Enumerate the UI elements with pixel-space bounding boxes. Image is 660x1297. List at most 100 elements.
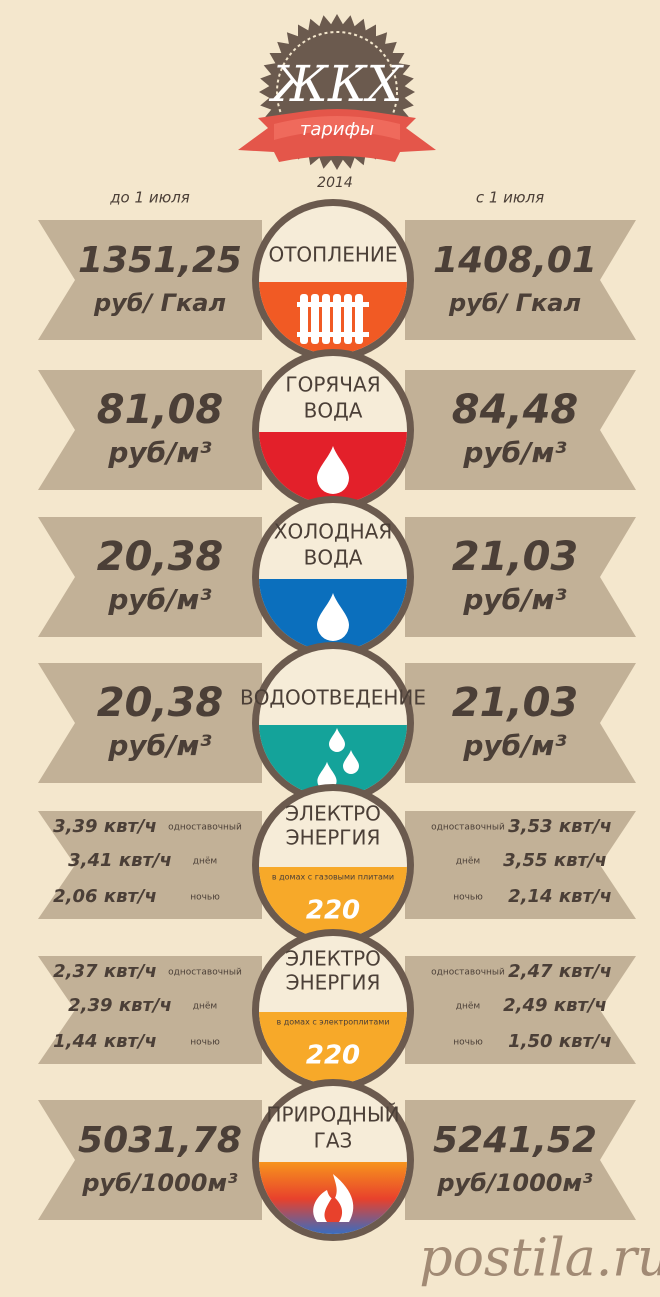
tariff-type: одноставочный: [431, 968, 505, 978]
unit-after: руб/м³: [462, 729, 566, 762]
flame-icon: [324, 1196, 343, 1222]
rows: ОТОПЛЕНИЕ 1351,25 руб/ Гкал 1408,01 руб/ Гка…: [38, 199, 636, 1241]
unit-before: руб/м³: [107, 729, 211, 762]
left-banner: [38, 956, 262, 1064]
left-banner: [38, 220, 262, 340]
utility-label: ХОЛОДНАЯ: [274, 520, 392, 544]
note: в домах с газовыми плитами: [272, 873, 394, 882]
tariff-type: днём: [456, 857, 480, 867]
utility-label: ГОРЯЧАЯ: [285, 373, 380, 397]
tariff-value: 2,49 квт/ч: [503, 995, 607, 1016]
right-heading: с 1 июля: [476, 189, 544, 207]
left-banner: [38, 370, 262, 490]
left-heading: до 1 июля: [109, 189, 190, 207]
right-banner: [405, 1100, 636, 1220]
price-before: 20,38: [97, 680, 224, 726]
note: в домах с электроплитами: [276, 1018, 389, 1027]
tariff-value: 2,06 квт/ч: [53, 886, 157, 907]
tariff-type: днём: [193, 1002, 217, 1012]
tariff-type: одноставочный: [168, 823, 242, 833]
flame-icon: [313, 1174, 354, 1222]
unit-before: руб/ Гкал: [93, 289, 226, 317]
right-banner: [405, 663, 636, 783]
drop-icon: [329, 728, 345, 752]
year: 2014: [317, 175, 353, 191]
right-banner: [405, 220, 636, 340]
tariff-type: одноставочный: [168, 968, 242, 978]
price-before: 81,08: [97, 387, 224, 433]
unit-after: руб/ Гкал: [448, 289, 581, 317]
right-banner: [405, 811, 636, 919]
ribbon-front: [274, 116, 400, 140]
utility-label: ЭНЕРГИЯ: [286, 971, 381, 995]
price-after: 21,03: [452, 534, 579, 580]
badge-ring: [276, 31, 398, 153]
tariff-value: 2,47 квт/ч: [508, 961, 612, 982]
price-after: 21,03: [452, 680, 579, 726]
right-banner: [405, 370, 636, 490]
tariff-value: 1,44 квт/ч: [53, 1031, 157, 1052]
utility-label: ЭНЕРГИЯ: [286, 826, 381, 850]
price-before: 20,38: [97, 534, 224, 580]
tariff-type: ночью: [453, 1038, 483, 1048]
utility-label: ЭЛЕКТРО: [285, 802, 381, 826]
badge: ЖКХ тарифы: [238, 14, 436, 170]
unit-before: руб/м³: [107, 583, 211, 616]
tariff-type: одноставочный: [431, 823, 505, 833]
voltage-badge: 220: [306, 896, 360, 926]
ribbon-text: тарифы: [300, 119, 374, 140]
watermark: postila.ru: [419, 1229, 660, 1289]
tariff-value: 3,55 квт/ч: [503, 850, 607, 871]
price-after: 84,48: [452, 387, 579, 433]
utility-label: ГАЗ: [314, 1129, 353, 1153]
tariff-type: ночью: [190, 1038, 220, 1048]
utility-label: ВОДООТВЕДЕНИЕ: [240, 686, 426, 710]
utility-label: ВОДА: [304, 399, 363, 423]
unit-after: руб/м³: [462, 583, 566, 616]
utility-label: ПРИРОДНЫЙ: [266, 1103, 399, 1127]
tariff-value: 1,50 квт/ч: [508, 1031, 612, 1052]
tariff-row: ОТОПЛЕНИЕ 1351,25 руб/ Гкал 1408,01 руб/ Гка…: [38, 199, 636, 361]
unit-after: руб/1000м³: [436, 1169, 593, 1197]
right-banner: [405, 517, 636, 637]
price-before: 1351,25: [78, 240, 242, 281]
utility-label: ОТОПЛЕНИЕ: [268, 243, 397, 267]
left-banner: [38, 811, 262, 919]
drop-icon: [317, 761, 337, 791]
left-banner: [38, 1100, 262, 1220]
drop-icon: [343, 750, 359, 774]
tariff-type: ночью: [453, 893, 483, 903]
unit-before: руб/1000м³: [81, 1169, 238, 1197]
price-before: 5031,78: [78, 1120, 242, 1161]
radiator-icon: [297, 302, 369, 307]
utility-label: ЭЛЕКТРО: [285, 947, 381, 971]
tariff-type: днём: [456, 1002, 480, 1012]
unit-after: руб/м³: [462, 436, 566, 469]
tariff-value: 2,37 квт/ч: [53, 961, 157, 982]
price-after: 1408,01: [433, 240, 597, 281]
tariff-value: 2,14 квт/ч: [508, 886, 612, 907]
tariff-value: 3,53 квт/ч: [508, 816, 612, 837]
drop-icon: [317, 446, 349, 494]
tariff-type: днём: [193, 857, 217, 867]
right-banner: [405, 956, 636, 1064]
drop-icon: [317, 593, 349, 641]
tariff-value: 3,39 квт/ч: [53, 816, 157, 837]
left-banner: [38, 517, 262, 637]
radiator-icon: [297, 332, 369, 337]
tariff-value: 2,39 квт/ч: [68, 995, 172, 1016]
utility-label: ВОДА: [304, 546, 363, 570]
tariff-type: ночью: [190, 893, 220, 903]
price-after: 5241,52: [433, 1120, 597, 1161]
voltage-badge: 220: [306, 1041, 360, 1071]
left-banner: [38, 663, 262, 783]
tariff-value: 3,41 квт/ч: [68, 850, 172, 871]
